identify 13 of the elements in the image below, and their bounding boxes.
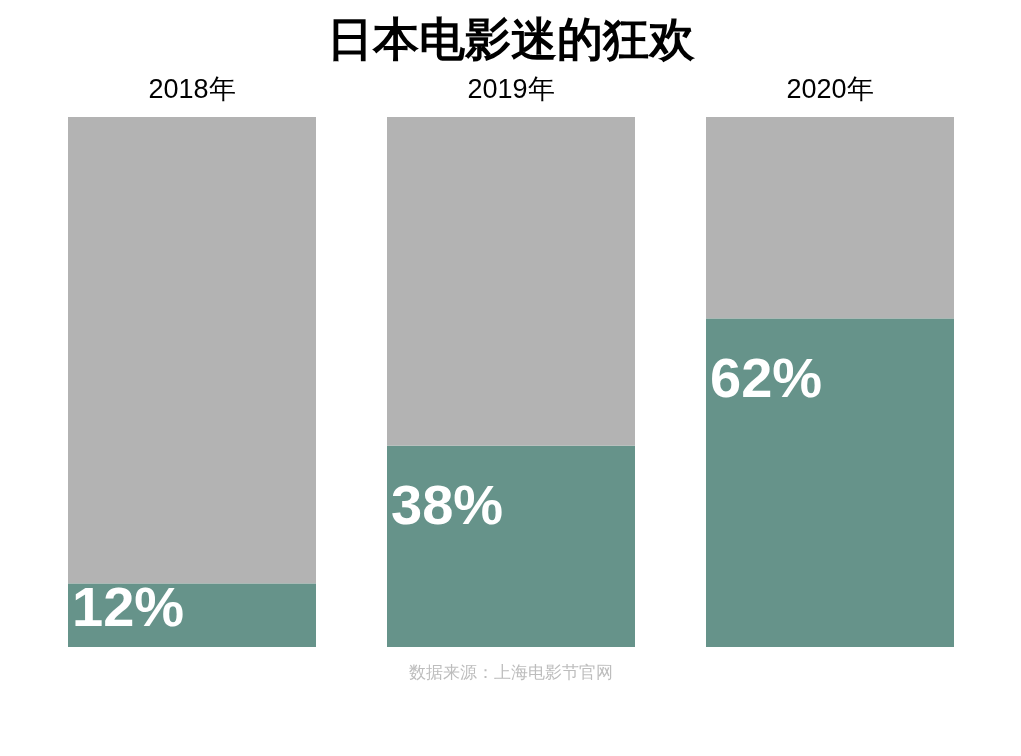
x-tick-label: 2020年 — [786, 74, 874, 104]
chart-title: 日本电影迷的狂欢 — [326, 13, 696, 65]
data-label: 62% — [710, 346, 823, 410]
data-label: 12% — [72, 574, 185, 638]
x-tick-label: 2018年 — [148, 74, 236, 104]
source-note: 数据来源：上海电影节官网 — [408, 663, 613, 682]
bar — [68, 117, 316, 584]
bar — [387, 445, 635, 647]
bar — [706, 318, 954, 647]
bar — [706, 117, 954, 319]
data-label: 38% — [391, 473, 504, 537]
x-tick-label: 2019年 — [467, 74, 555, 104]
bar — [387, 117, 635, 446]
